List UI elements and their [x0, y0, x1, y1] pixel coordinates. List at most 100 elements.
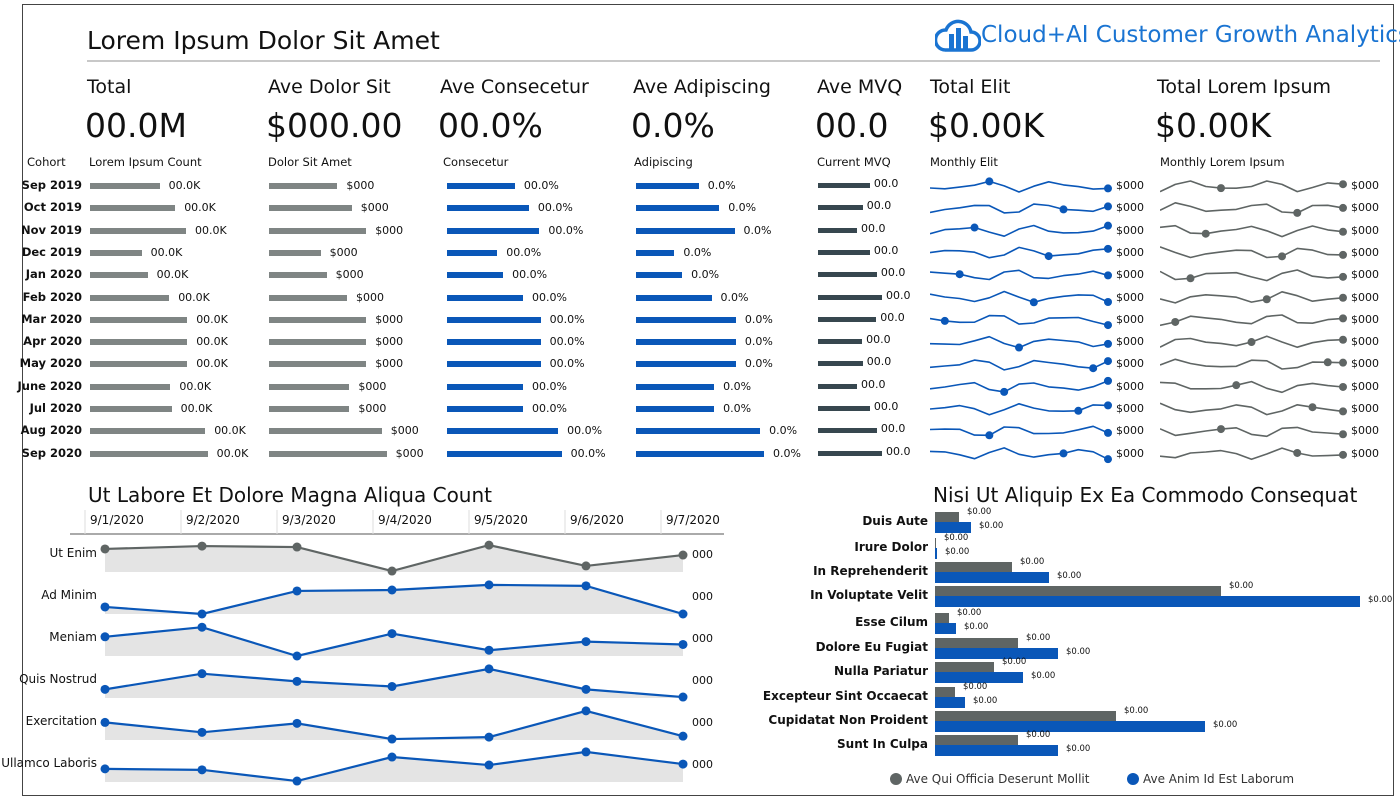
- cohort-bar[interactable]: [90, 361, 188, 368]
- bar-blue[interactable]: [935, 745, 1058, 756]
- bar-blue[interactable]: [935, 672, 1023, 683]
- cohort-bar-label: 0.0%: [683, 245, 712, 259]
- cohort-bar[interactable]: [269, 383, 350, 390]
- bar-blue[interactable]: [935, 596, 1360, 607]
- bar-blue[interactable]: [935, 522, 971, 533]
- bar-blue[interactable]: [935, 548, 937, 559]
- cohort-bar[interactable]: [818, 450, 882, 456]
- date-header: 9/1/2020: [90, 513, 144, 527]
- cohort-bar[interactable]: [90, 450, 208, 457]
- bar-grey[interactable]: [935, 711, 1116, 721]
- cohort-bar[interactable]: [447, 428, 559, 435]
- cohort-bar[interactable]: [269, 316, 367, 323]
- cohort-bar[interactable]: [818, 383, 858, 389]
- row-end-label: 000: [692, 674, 713, 687]
- sparkline-marker: [1186, 274, 1195, 283]
- cohort-bar[interactable]: [636, 450, 764, 457]
- cohort-bar[interactable]: [818, 249, 870, 255]
- bar-grey[interactable]: [935, 662, 994, 672]
- sparkline-label: $000: [1116, 223, 1144, 237]
- bar-grey[interactable]: [935, 562, 1012, 572]
- cohort-bar[interactable]: [636, 406, 715, 412]
- cohort-bar[interactable]: [90, 339, 188, 346]
- cohort-bar[interactable]: [447, 450, 562, 457]
- sparkline-label: $000: [1116, 424, 1144, 438]
- cohort-bar[interactable]: [636, 428, 761, 435]
- cohort-bar[interactable]: [447, 183, 515, 189]
- row-point: [484, 760, 494, 770]
- bar-grey[interactable]: [935, 735, 1018, 745]
- bar-blue[interactable]: [935, 721, 1205, 732]
- cohort-bar-label: 00.0K: [179, 379, 212, 393]
- sparkline-marker: [1104, 428, 1112, 437]
- cohort-bar[interactable]: [269, 428, 382, 435]
- cohort-bar[interactable]: [447, 249, 498, 256]
- cohort-bar[interactable]: [818, 339, 863, 345]
- cohort-bar[interactable]: [90, 272, 148, 279]
- cohort-bar[interactable]: [447, 294, 524, 301]
- cohort-bar[interactable]: [447, 361, 541, 368]
- cohort-bar[interactable]: [818, 316, 877, 322]
- cohort-bar[interactable]: [636, 339, 736, 346]
- cohort-bar[interactable]: [636, 316, 736, 323]
- bar-grey[interactable]: [935, 512, 959, 522]
- cohort-bar[interactable]: [90, 428, 206, 435]
- cohort-bar[interactable]: [269, 249, 321, 256]
- cohort-bar[interactable]: [636, 272, 683, 279]
- bar-blue[interactable]: [935, 648, 1058, 659]
- cohort-bar[interactable]: [90, 227, 186, 234]
- cohort-bar[interactable]: [447, 272, 504, 279]
- cohort-bar[interactable]: [269, 294, 347, 301]
- cohort-bar[interactable]: [636, 227, 735, 234]
- cohort-bar[interactable]: [90, 294, 170, 301]
- bar-grey[interactable]: [935, 586, 1221, 596]
- cohort-bar[interactable]: [818, 205, 863, 211]
- cohort-bar[interactable]: [818, 406, 870, 411]
- sparkline: [930, 425, 1109, 437]
- cohort-bar[interactable]: [447, 339, 541, 346]
- cohort-bar[interactable]: [447, 316, 541, 323]
- cohort-bar[interactable]: [269, 205, 352, 212]
- bar-blue[interactable]: [935, 572, 1049, 583]
- cohort-bar[interactable]: [269, 227, 367, 234]
- bar-grey[interactable]: [935, 687, 955, 697]
- cohort-bar[interactable]: [90, 249, 142, 256]
- sparkline-label: $000: [1351, 379, 1379, 393]
- cohort-bar[interactable]: [269, 406, 350, 412]
- sparkline-label: $000: [1351, 290, 1379, 304]
- cohort-bar[interactable]: [636, 383, 715, 390]
- kpi-value: 00.0M: [85, 106, 187, 145]
- cohort-bar[interactable]: [269, 183, 338, 189]
- cohort-bar[interactable]: [90, 316, 188, 323]
- cohort-bar[interactable]: [636, 249, 675, 256]
- bar-grey[interactable]: [935, 638, 1018, 648]
- bar-blue[interactable]: [935, 623, 956, 634]
- cohort-bar[interactable]: [269, 272, 327, 279]
- cohort-bar[interactable]: [269, 339, 367, 346]
- cohort-bar[interactable]: [818, 272, 877, 278]
- cohort-bar[interactable]: [818, 183, 870, 188]
- cohort-bar[interactable]: [90, 205, 176, 212]
- cohort-bar[interactable]: [818, 361, 863, 367]
- sparkline: [930, 180, 1109, 193]
- cohort-bar[interactable]: [90, 183, 160, 189]
- cohort-bar[interactable]: [447, 406, 524, 412]
- cohort-bar[interactable]: [636, 183, 699, 189]
- cohort-bar[interactable]: [269, 361, 367, 368]
- cohort-bar[interactable]: [636, 361, 736, 368]
- cohort-bar[interactable]: [818, 294, 882, 300]
- cohort-bar[interactable]: [269, 450, 387, 457]
- bar-blue[interactable]: [935, 697, 965, 708]
- cohort-bar[interactable]: [818, 428, 877, 434]
- cohort-bar[interactable]: [447, 205, 529, 212]
- cohort-bar[interactable]: [636, 205, 720, 212]
- cohort-bar[interactable]: [636, 294, 712, 301]
- cohort-bar[interactable]: [818, 227, 858, 233]
- cohort-bar[interactable]: [447, 383, 524, 390]
- cohort-bar[interactable]: [447, 227, 540, 234]
- bar-grey[interactable]: [935, 613, 949, 623]
- bar-grey[interactable]: [935, 538, 936, 548]
- cohort-bar[interactable]: [90, 383, 171, 390]
- cohort-bar-label: 0.0%: [728, 201, 757, 215]
- cohort-bar[interactable]: [90, 406, 172, 412]
